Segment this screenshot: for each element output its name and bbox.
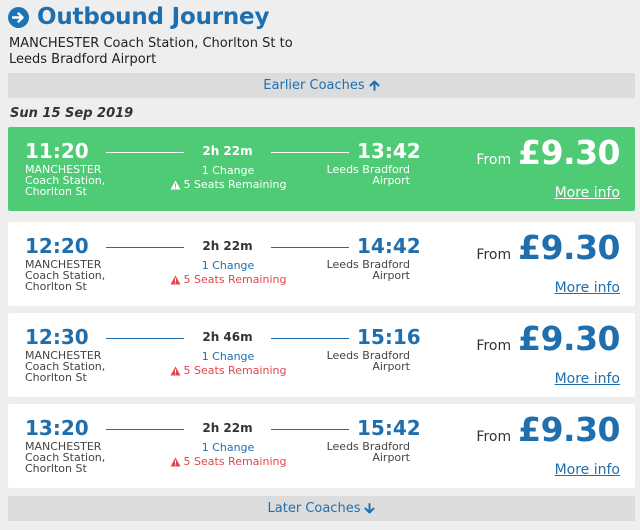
route-line <box>106 152 184 153</box>
price: From £9.30 <box>476 133 620 172</box>
destination-line-2: Airport <box>327 361 410 372</box>
warning-icon <box>170 457 181 467</box>
price: From £9.30 <box>476 319 620 358</box>
route-line <box>106 429 184 430</box>
price-value: £9.30 <box>518 410 620 449</box>
destination-stop: Leeds Bradford Airport <box>327 441 410 463</box>
seats-remaining: 5 Seats Remaining <box>138 364 318 377</box>
departure-time: 13:20 <box>25 416 89 440</box>
journey-duration: 2h 22m <box>184 144 271 158</box>
route-line-1: MANCHESTER Coach Station, Chorlton St to <box>9 36 293 51</box>
origin-stop: MANCHESTER Coach Station, Chorlton St <box>25 164 105 197</box>
seats-label: 5 Seats Remaining <box>184 273 287 286</box>
destination-stop: Leeds Bradford Airport <box>327 259 410 281</box>
earlier-coaches-button[interactable]: Earlier Coaches <box>8 73 635 98</box>
arrival-time: 14:42 <box>357 234 421 258</box>
route-line <box>271 152 349 153</box>
origin-street: Chorlton St <box>25 281 105 292</box>
journey-date: Sun 15 Sep 2019 <box>10 106 133 121</box>
warning-icon <box>170 180 181 190</box>
page-header: Outbound Journey <box>8 4 269 30</box>
destination-line-2: Airport <box>327 175 410 186</box>
arrow-up-icon <box>369 80 380 91</box>
warning-icon <box>170 366 181 376</box>
changes-count: 1 Change <box>148 350 308 363</box>
more-info-link[interactable]: More info <box>555 371 620 387</box>
destination-stop: Leeds Bradford Airport <box>327 164 410 186</box>
destination-line-2: Airport <box>327 452 410 463</box>
price-value: £9.30 <box>518 319 620 358</box>
route-line <box>106 247 184 248</box>
journey-card[interactable]: 11:20 2h 22m 13:42 MANCHESTER Coach Station,… <box>8 127 635 211</box>
route-line <box>106 338 184 339</box>
seats-remaining: 5 Seats Remaining <box>138 455 318 468</box>
journey-duration: 2h 22m <box>184 421 271 435</box>
price-value: £9.30 <box>518 133 620 172</box>
arrival-time: 13:42 <box>357 139 421 163</box>
more-info-link[interactable]: More info <box>555 185 620 201</box>
seats-remaining: 5 Seats Remaining <box>138 178 318 191</box>
changes-count: 1 Change <box>148 259 308 272</box>
origin-street: Chorlton St <box>25 186 105 197</box>
journey-duration: 2h 22m <box>184 239 271 253</box>
journey-card[interactable]: 13:20 2h 22m 15:42 MANCHESTER Coach Station,… <box>8 404 635 488</box>
price-from-label: From <box>476 338 511 354</box>
price-from-label: From <box>476 152 511 168</box>
origin-stop: MANCHESTER Coach Station, Chorlton St <box>25 259 105 292</box>
page-title: Outbound Journey <box>37 4 269 30</box>
seats-remaining: 5 Seats Remaining <box>138 273 318 286</box>
route-description: MANCHESTER Coach Station, Chorlton St to… <box>9 36 349 68</box>
seats-label: 5 Seats Remaining <box>184 178 287 191</box>
more-info-link[interactable]: More info <box>555 462 620 478</box>
departure-time: 12:30 <box>25 325 89 349</box>
origin-stop: MANCHESTER Coach Station, Chorlton St <box>25 441 105 474</box>
arrival-time: 15:42 <box>357 416 421 440</box>
origin-street: Chorlton St <box>25 463 105 474</box>
seats-label: 5 Seats Remaining <box>184 455 287 468</box>
journey-duration: 2h 46m <box>184 330 271 344</box>
more-info-link[interactable]: More info <box>555 280 620 296</box>
seats-label: 5 Seats Remaining <box>184 364 287 377</box>
departure-time: 12:20 <box>25 234 89 258</box>
journey-card[interactable]: 12:20 2h 22m 14:42 MANCHESTER Coach Station,… <box>8 222 635 306</box>
destination-line-2: Airport <box>327 270 410 281</box>
later-coaches-button[interactable]: Later Coaches <box>8 496 635 521</box>
price: From £9.30 <box>476 410 620 449</box>
origin-street: Chorlton St <box>25 372 105 383</box>
warning-icon <box>170 275 181 285</box>
arrow-down-icon <box>364 503 375 514</box>
origin-stop: MANCHESTER Coach Station, Chorlton St <box>25 350 105 383</box>
price: From £9.30 <box>476 228 620 267</box>
changes-count: 1 Change <box>148 441 308 454</box>
earlier-coaches-label: Earlier Coaches <box>263 78 364 93</box>
price-from-label: From <box>476 429 511 445</box>
price-value: £9.30 <box>518 228 620 267</box>
arrival-time: 15:16 <box>357 325 421 349</box>
arrow-right-circle-icon <box>8 7 29 28</box>
route-line <box>271 429 349 430</box>
route-line <box>271 247 349 248</box>
later-coaches-label: Later Coaches <box>268 501 361 516</box>
price-from-label: From <box>476 247 511 263</box>
route-line <box>271 338 349 339</box>
changes-count: 1 Change <box>148 164 308 177</box>
departure-time: 11:20 <box>25 139 89 163</box>
route-line-2: Leeds Bradford Airport <box>9 52 156 67</box>
journey-card[interactable]: 12:30 2h 46m 15:16 MANCHESTER Coach Station,… <box>8 313 635 397</box>
destination-stop: Leeds Bradford Airport <box>327 350 410 372</box>
